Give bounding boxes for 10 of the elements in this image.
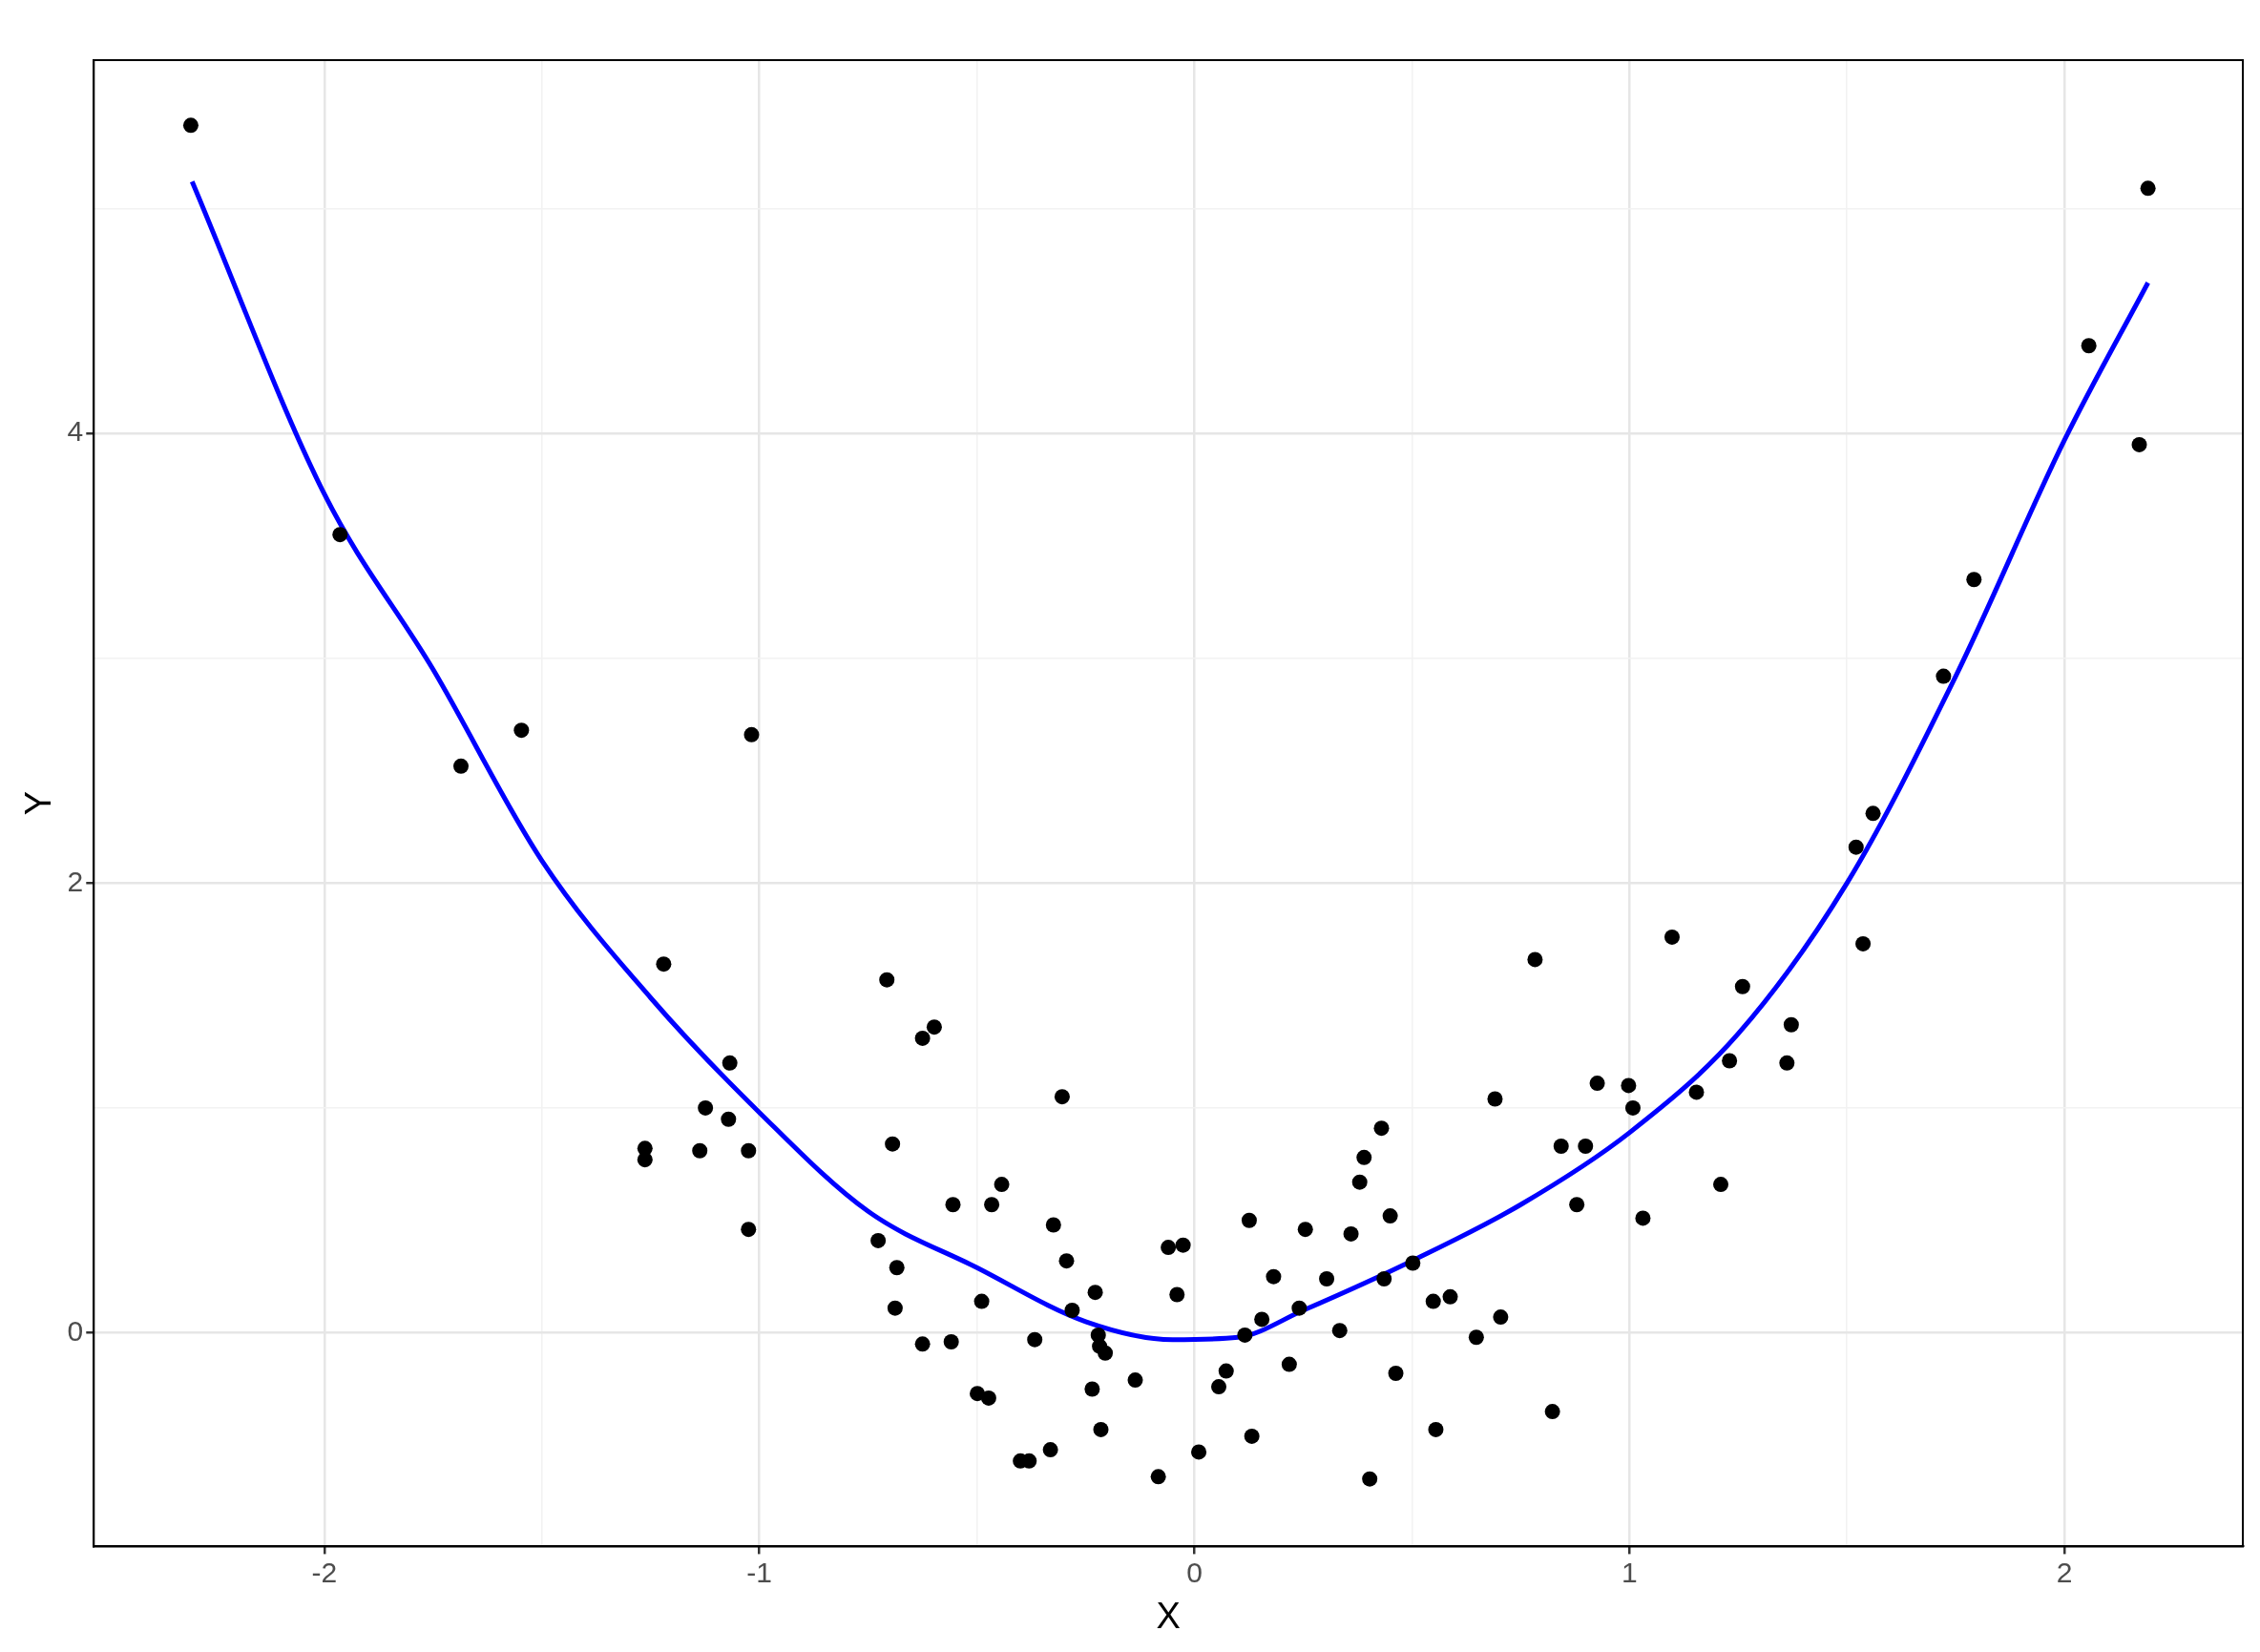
x-tick-label: -2 xyxy=(311,1556,338,1588)
y-tick-label: 2 xyxy=(67,865,84,897)
y-axis-title: Y xyxy=(18,791,59,816)
x-axis-title: X xyxy=(1156,1595,1181,1636)
x-tick-label: 1 xyxy=(1621,1556,1638,1588)
y-tick-label: 0 xyxy=(67,1314,84,1347)
x-tick-label: -1 xyxy=(746,1556,773,1588)
x-tick-label: 0 xyxy=(1186,1556,1203,1588)
x-tick-label: 2 xyxy=(2056,1556,2073,1588)
y-tick-label: 4 xyxy=(67,415,84,448)
